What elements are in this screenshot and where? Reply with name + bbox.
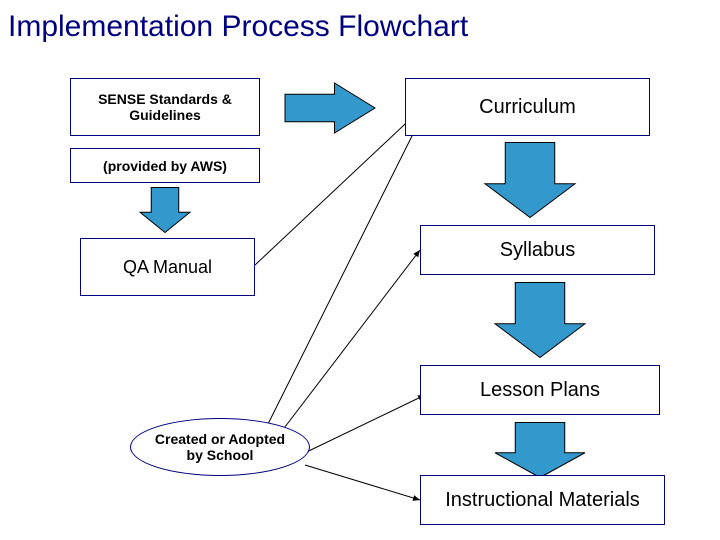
title-text: Implementation Process Flowchart [8,10,468,43]
block-arrow [485,143,575,218]
box-instructional: Instructional Materials [420,475,665,525]
block-arrow [140,188,190,233]
box-syllabus: Syllabus [420,225,655,275]
connector-line [265,120,420,430]
box-provided: (provided by AWS) [70,148,260,183]
curriculum-label: Curriculum [479,96,576,119]
syllabus-label: Syllabus [500,239,576,262]
box-curriculum: Curriculum [405,78,650,136]
provided-label: (provided by AWS) [103,158,227,174]
created-line1: Created or Adopted [155,431,285,447]
box-created: Created or Adopted by School [130,418,310,476]
connector-line [275,250,420,440]
connector-line [255,110,420,265]
box-sense: SENSE Standards & Guidelines [70,78,260,136]
box-lesson: Lesson Plans [420,365,660,415]
instructional-label: Instructional Materials [445,489,640,512]
sense-line2: Guidelines [129,107,201,123]
created-line2: by School [187,447,254,463]
sense-line1: SENSE Standards & [98,91,232,107]
qa-label: QA Manual [123,257,212,278]
lesson-label: Lesson Plans [480,379,600,402]
block-arrow [495,283,585,358]
connector-line [305,465,420,500]
connector-line [290,395,425,460]
box-qa: QA Manual [80,238,255,296]
block-arrow [495,423,585,478]
page-title: Implementation Process Flowchart [8,10,468,44]
block-arrow [285,83,375,133]
